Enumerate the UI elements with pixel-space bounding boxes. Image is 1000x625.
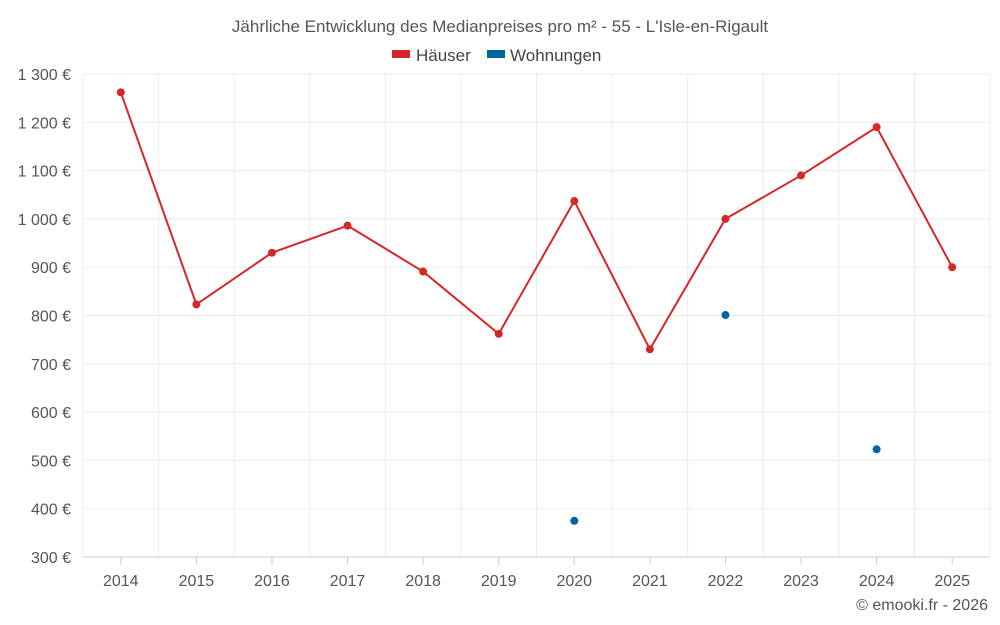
series <box>116 88 957 525</box>
data-point-h-user[interactable] <box>192 300 201 309</box>
x-tick-label: 2019 <box>481 573 517 590</box>
y-tick-label: 800 € <box>31 309 71 326</box>
data-point-h-user[interactable] <box>948 263 957 272</box>
data-point-h-user[interactable] <box>116 88 125 97</box>
y-tick-label: 900 € <box>31 260 71 277</box>
y-tick-label: 400 € <box>31 502 71 519</box>
y-tick-label: 500 € <box>31 453 71 470</box>
x-tick-label: 2023 <box>783 573 819 590</box>
data-point-wohnungen[interactable] <box>721 311 730 320</box>
data-point-h-user[interactable] <box>570 197 579 206</box>
x-axis: 2014 2015 2016 2017 2018 2019 2020 2021 2022 2023… <box>83 556 990 590</box>
x-tick-label: 2014 <box>103 573 139 590</box>
data-point-h-user[interactable] <box>419 267 428 276</box>
data-point-h-user[interactable] <box>721 214 730 223</box>
legend-label-haeuser[interactable]: Häuser <box>416 46 471 65</box>
x-tick-label: 2021 <box>632 573 668 590</box>
x-tick-label: 2022 <box>708 573 744 590</box>
data-point-h-user[interactable] <box>494 329 503 338</box>
x-tick-label: 2020 <box>556 573 592 590</box>
x-tick-label: 2016 <box>254 573 290 590</box>
x-tick-label: 2018 <box>405 573 441 590</box>
data-point-h-user[interactable] <box>645 345 654 354</box>
x-tick-label: 2024 <box>859 573 895 590</box>
y-tick-label: 1 100 € <box>18 164 71 181</box>
data-point-wohnungen[interactable] <box>570 516 579 525</box>
chart-title: Jährliche Entwicklung des Medianpreises … <box>232 17 768 36</box>
data-point-h-user[interactable] <box>872 123 881 132</box>
legend-swatch-wohnungen[interactable] <box>487 50 505 58</box>
y-tick-label: 700 € <box>31 357 71 374</box>
series-line-h-user <box>119 92 954 351</box>
legend-swatch-haeuser[interactable] <box>392 50 410 58</box>
data-point-wohnungen[interactable] <box>872 445 881 454</box>
y-tick-label: 300 € <box>31 550 71 567</box>
y-tick-label: 1 200 € <box>18 115 71 132</box>
data-point-h-user[interactable] <box>797 171 806 180</box>
credit-text: © emooki.fr - 2026 <box>856 597 988 614</box>
y-tick-label: 600 € <box>31 405 71 422</box>
data-point-h-user[interactable] <box>267 248 276 257</box>
x-tick-label: 2015 <box>179 573 215 590</box>
x-tick-label: 2017 <box>330 573 366 590</box>
legend: Häuser Wohnungen <box>392 46 601 65</box>
x-tick-label: 2025 <box>934 573 970 590</box>
y-axis: 300 € 400 € 500 € 600 € 700 € 800 € 900 € 1 000… <box>18 67 71 567</box>
data-point-h-user[interactable] <box>343 221 352 230</box>
y-tick-label: 1 300 € <box>18 67 71 84</box>
y-tick-label: 1 000 € <box>18 212 71 229</box>
legend-label-wohnungen[interactable]: Wohnungen <box>510 46 601 65</box>
grid <box>82 73 991 557</box>
